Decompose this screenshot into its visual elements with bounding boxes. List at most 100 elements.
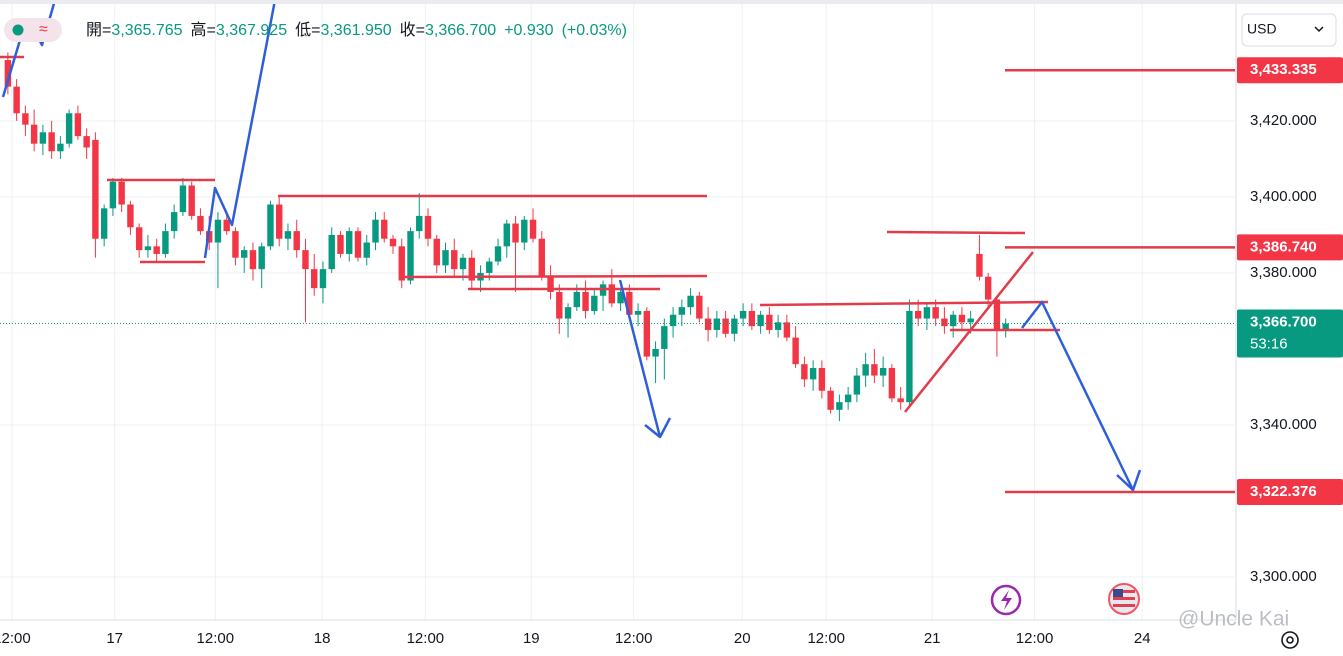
candle-body: [284, 231, 292, 239]
candle-body: [197, 215, 204, 232]
candle-body: [39, 132, 47, 144]
candle-body: [669, 314, 677, 327]
level-label-bg: [1237, 478, 1343, 505]
candle-body: [74, 113, 82, 137]
flag-stripe: [1113, 590, 1135, 593]
candle-body: [521, 219, 528, 243]
ohlc-label: 高=: [191, 21, 216, 39]
candle-body: [144, 246, 152, 251]
status-icon: ≈: [39, 21, 48, 38]
candle-body: [512, 223, 519, 243]
candle-body: [757, 314, 764, 327]
x-tick-label: 12:00: [197, 630, 235, 647]
y-tick-label: 3,400.000: [1250, 188, 1317, 205]
candle-body: [100, 208, 108, 239]
settings-icon[interactable]: [1281, 631, 1299, 649]
event-icon-bolt: [1001, 590, 1012, 610]
candle-body: [818, 367, 826, 391]
x-tick-label: 12:00: [0, 630, 31, 647]
candle-body: [22, 113, 29, 125]
levels: [0, 68, 1235, 494]
candle-body: [608, 284, 616, 304]
candle-body: [958, 314, 966, 323]
candle-body: [293, 231, 300, 251]
candle-body: [556, 291, 563, 319]
candle-body: [626, 291, 633, 315]
currency-select[interactable]: [1241, 13, 1337, 47]
candle-body: [661, 326, 668, 349]
ohlc-label: 低=: [295, 21, 320, 39]
candle-body: [407, 231, 414, 281]
candle-body: [879, 367, 887, 376]
candle-body: [766, 314, 773, 330]
x-tick-label: 17: [106, 630, 123, 647]
candle-body: [634, 310, 642, 315]
candle-body: [249, 250, 257, 270]
dropdown-caret: [1314, 26, 1324, 33]
last-price-bg: [1237, 309, 1343, 358]
candle-body: [617, 291, 624, 304]
candle-body: [468, 257, 475, 281]
candle-body: [941, 318, 948, 327]
candle-body: [871, 364, 878, 376]
candle-body: [65, 113, 73, 144]
x-tick-label: 21: [924, 630, 941, 647]
candle-body: [844, 394, 852, 403]
candle-body: [739, 310, 747, 319]
countdown: 53:16: [1250, 335, 1288, 352]
candle-body: [643, 310, 651, 357]
last-price-label: 3,366.700: [1250, 313, 1317, 330]
candle-body: [30, 124, 38, 144]
candle-body: [311, 269, 318, 289]
change: +0.930: [504, 22, 553, 39]
candle-body: [398, 246, 405, 281]
candle-body: [416, 215, 423, 232]
candle-body: [704, 318, 712, 330]
candle-body: [179, 185, 187, 213]
candle-body: [346, 231, 353, 254]
candle-body: [135, 227, 143, 251]
candle-body: [153, 246, 160, 254]
x-tick-label: 12:00: [1016, 630, 1054, 647]
candle-body: [976, 253, 983, 277]
candle-body: [967, 318, 974, 323]
candle-body: [451, 250, 458, 270]
candle-body: [223, 219, 230, 232]
candle-body: [486, 261, 493, 273]
candle-body: [897, 398, 904, 403]
ohlc-label: 開=: [86, 22, 111, 39]
flag-stripes: [1113, 589, 1135, 607]
candle-body: [258, 246, 265, 270]
candle-body: [923, 307, 931, 319]
candle-body: [827, 390, 834, 410]
y-tick-label: 3,300.000: [1250, 568, 1317, 585]
top-bar: [0, 0, 1343, 4]
candles: [4, 52, 1009, 422]
candle-body: [783, 322, 791, 338]
watermark: @Uncle Kai: [1178, 608, 1289, 631]
symbol-badge: [4, 18, 62, 42]
y-tick-label: 3,420.000: [1250, 112, 1317, 129]
candle-body: [13, 86, 20, 114]
drawn-path: [203, 0, 277, 259]
currency: USD: [1247, 21, 1277, 37]
candle-body: [302, 250, 309, 270]
candle-body: [774, 322, 782, 330]
candle-body: [748, 310, 756, 327]
status-dot: [12, 24, 24, 36]
candle-body: [267, 204, 274, 247]
drawn-arrow-head: [644, 417, 672, 439]
axes: 3,420.000 3,400.000 3,380.000 3,340.000 3,30…: [0, 57, 1343, 647]
x-tick-label: 12:00: [615, 630, 653, 647]
drawn-line: [404, 274, 708, 279]
candle-body: [862, 364, 869, 376]
candle-body: [792, 337, 799, 365]
candle-body: [48, 132, 55, 152]
x-tick-label: 24: [1134, 630, 1151, 647]
candle-body: [424, 215, 432, 239]
candle-body: [363, 242, 370, 258]
flag-canton: [1113, 589, 1123, 597]
candle-body: [713, 318, 721, 330]
candle-body: [170, 212, 178, 232]
flag-stripe: [1113, 604, 1135, 607]
